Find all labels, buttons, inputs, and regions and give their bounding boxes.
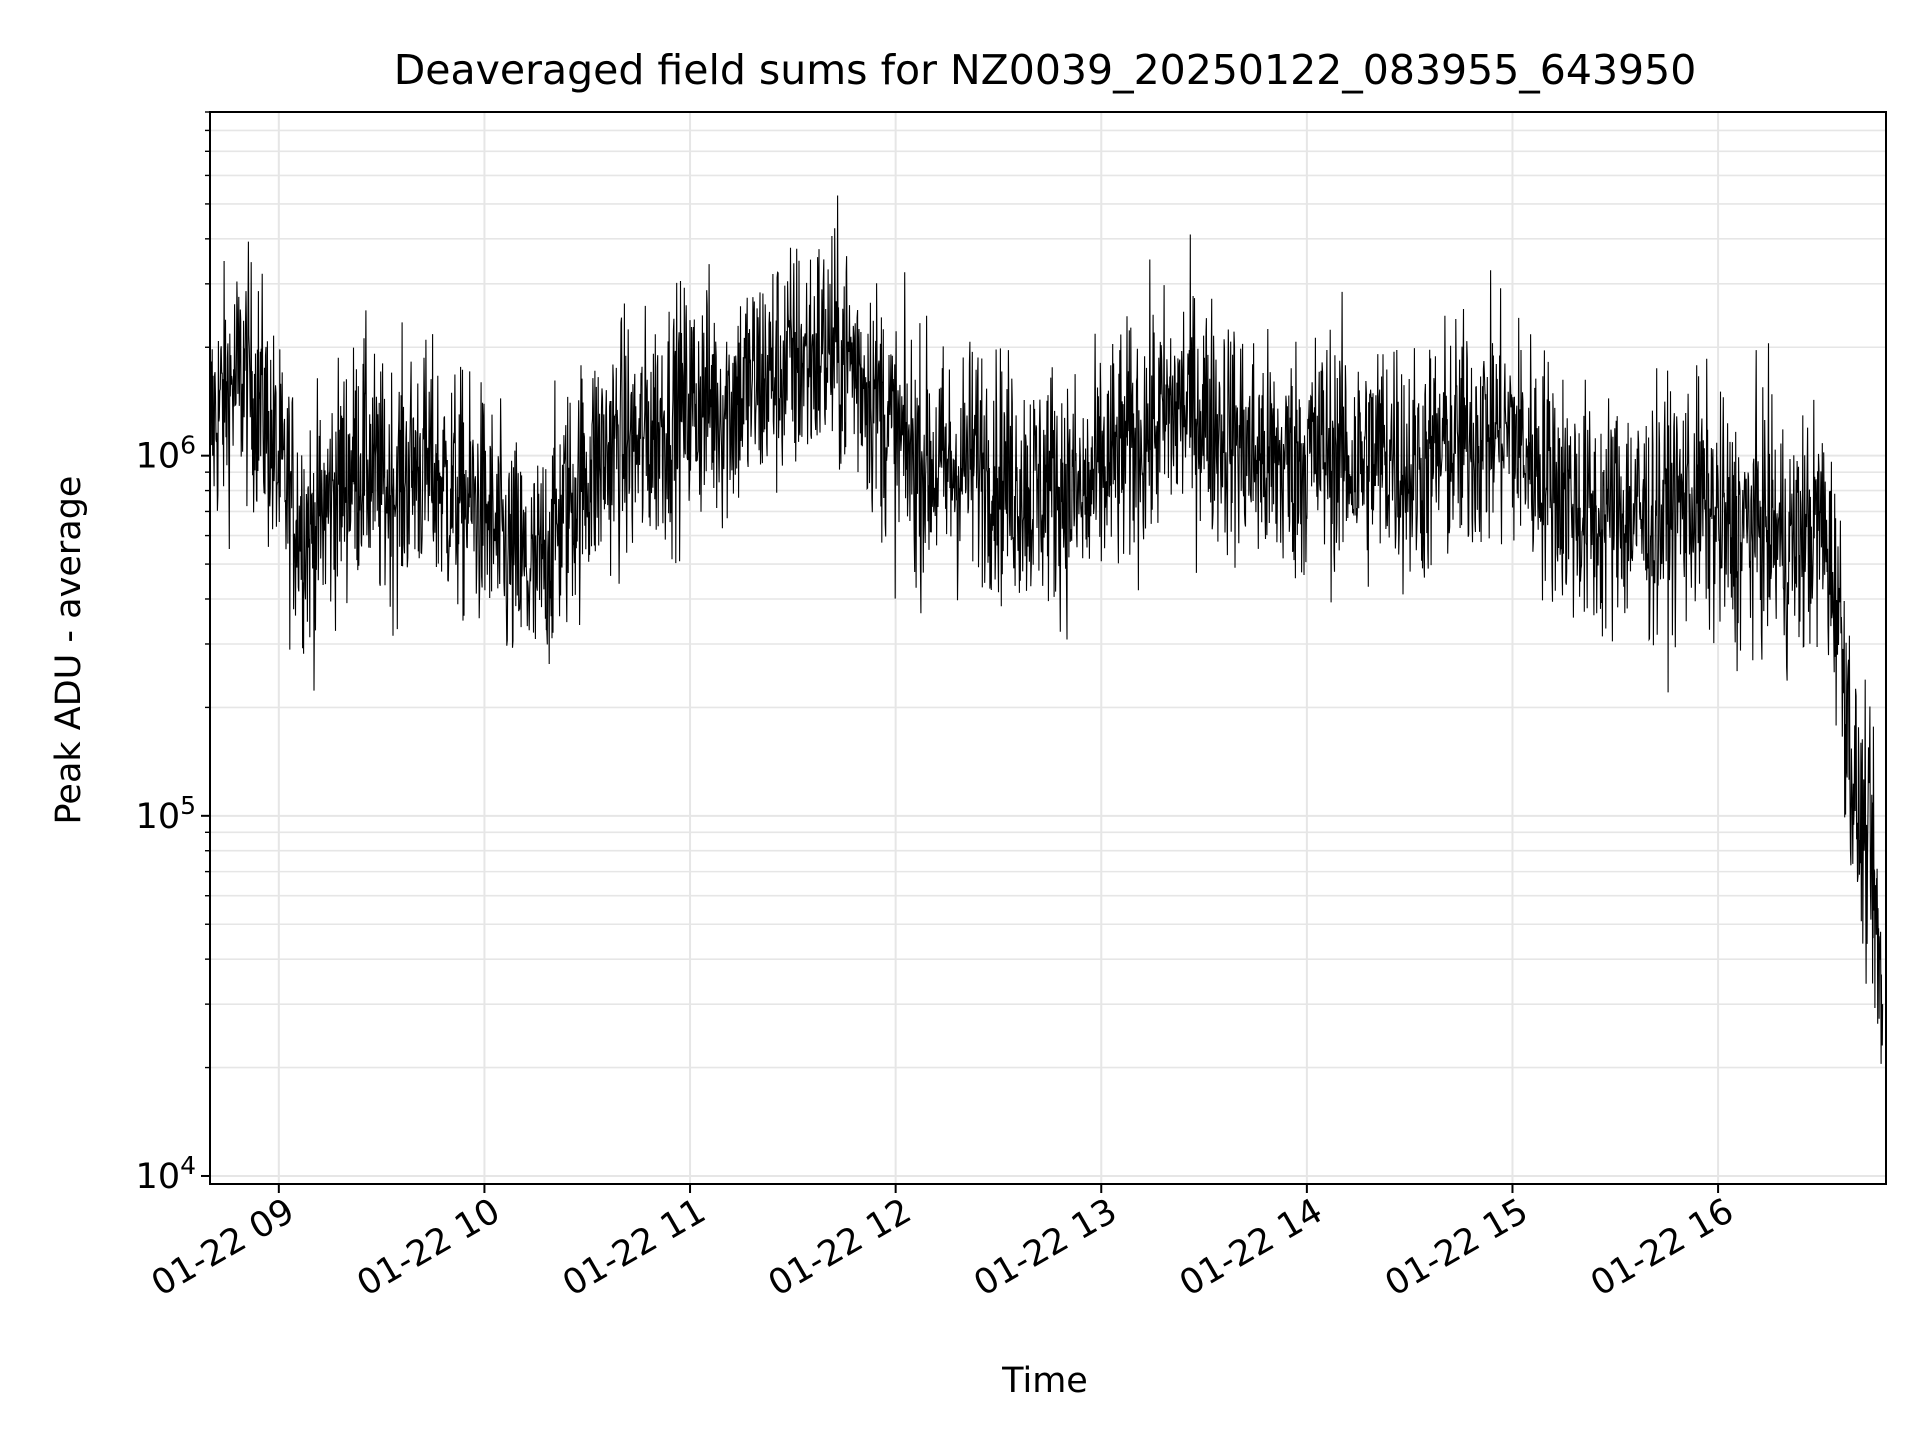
y-tick-label: 105 [136, 791, 196, 837]
y-axis-label: Peak ADU - average [49, 476, 89, 825]
y-tick-exponent: 5 [180, 791, 196, 820]
plot-frame [209, 111, 1887, 1185]
y-tick-base: 10 [136, 1157, 181, 1197]
y-tick-exponent: 6 [180, 431, 196, 460]
y-tick-exponent: 4 [180, 1151, 196, 1180]
y-tick-base: 10 [136, 437, 181, 477]
y-tick-label: 106 [136, 431, 196, 477]
chart-title: Deaveraged field sums for NZ0039_2025012… [394, 46, 1697, 94]
y-tick-base: 10 [136, 797, 181, 837]
series-line-layer [209, 195, 1884, 1064]
x-axis-label: Time [1001, 1361, 1088, 1401]
y-tick-label: 104 [136, 1151, 196, 1197]
series-line [209, 195, 1884, 1064]
